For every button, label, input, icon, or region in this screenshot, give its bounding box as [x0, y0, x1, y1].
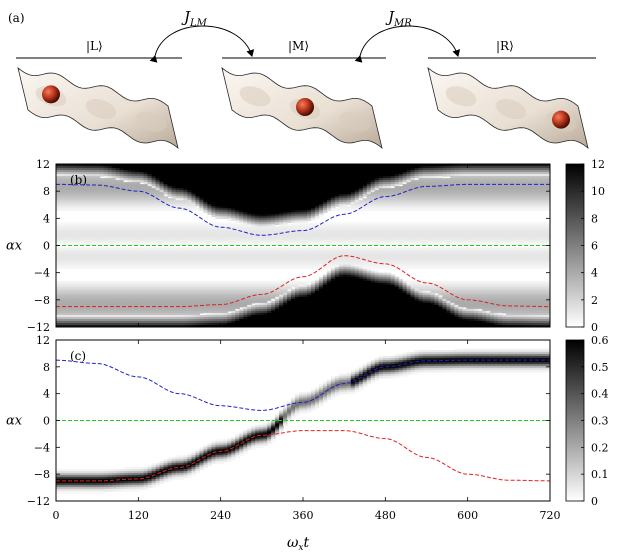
potential-surface: [427, 67, 589, 149]
y-tick-label: −4: [34, 267, 50, 280]
colorbar-tick-label: 0.2: [591, 441, 609, 454]
potential-well: [239, 86, 271, 107]
y-axis-label: αx: [6, 239, 23, 254]
coupling-label-mr: JMR: [385, 8, 412, 29]
potential-well: [445, 86, 477, 107]
particle-ball: [296, 98, 314, 116]
colorbar-tick-label: 0.4: [591, 388, 609, 401]
y-tick-label: −8: [34, 294, 50, 307]
x-tick-label: 360: [293, 509, 314, 522]
y-tick-label: 8: [43, 361, 50, 374]
colorbar-tick-label: 0.6: [591, 334, 609, 347]
y-tick-label: −12: [27, 495, 50, 508]
x-tick-label: 120: [128, 509, 149, 522]
coupling-label-lm: JLM: [181, 8, 208, 29]
y-tick-label: −4: [34, 441, 50, 454]
colorbar-tick-label: 0.5: [591, 361, 609, 374]
x-tick-label: 0: [53, 509, 60, 522]
heatmap-panel-b: 12 8 4 0 −4 −8 −12 (b) αx 12 10 8 6 4 2 0: [6, 158, 605, 334]
colorbar-tick-label: 2: [591, 294, 598, 307]
state-label-right: |R⟩: [496, 39, 514, 53]
y-tick-label: 8: [43, 185, 50, 198]
panel-label: (c): [70, 349, 86, 363]
panel-a: (a) |L⟩ |M⟩ |R⟩ JLM JMR: [8, 8, 596, 149]
red-dashed-curve: [56, 255, 550, 308]
y-tick-label: 12: [36, 334, 50, 347]
colorbar-tick-label: 0.3: [591, 415, 609, 428]
y-tick-label: 4: [43, 388, 50, 401]
colorbar-tick-label: 0: [591, 495, 598, 508]
x-tick-label: 480: [375, 509, 396, 522]
colorbar-tick-label: 10: [591, 185, 605, 198]
y-tick-label: 4: [43, 212, 50, 225]
potential-surface: [221, 67, 383, 149]
y-axis-label: αx: [6, 414, 23, 429]
colorbar-tick-label: 6: [591, 240, 598, 253]
colorbar-tick-label: 0.1: [591, 468, 609, 481]
colorbar: 12 10 8 6 4 2 0: [565, 158, 605, 334]
y-tick-label: −8: [34, 468, 50, 481]
colorbar: 0.6 0.5 0.4 0.3 0.2 0.1 0: [565, 334, 609, 508]
x-tick-label: 600: [457, 509, 478, 522]
particle-ball: [42, 85, 60, 104]
potential-well: [135, 111, 167, 132]
potential-well: [339, 111, 371, 132]
y-tick-label: 12: [36, 158, 50, 171]
state-label-left: |L⟩: [86, 39, 103, 53]
colorbar-tick-label: 12: [591, 158, 605, 171]
panel-a-label: (a): [8, 11, 25, 25]
particle-ball: [552, 110, 570, 129]
y-tick-label: 0: [43, 415, 50, 428]
x-tick-label: 720: [540, 509, 561, 522]
x-axis-label: ωxt: [287, 535, 310, 553]
potential-well: [495, 98, 527, 120]
y-tick-label: −12: [27, 321, 50, 334]
panel-label: (b): [70, 173, 87, 187]
colorbar-tick-label: 4: [591, 267, 598, 280]
coupling-arrow-mr: [354, 25, 461, 63]
y-tick-label: 0: [43, 240, 50, 253]
blue-dashed-curve: [55, 359, 550, 411]
x-tick-label: 240: [210, 509, 231, 522]
state-label-middle: |M⟩: [288, 39, 309, 53]
potential-well: [85, 98, 117, 120]
potential-surface: [17, 67, 179, 149]
colorbar-tick-label: 0: [591, 321, 598, 334]
coupling-arrow-lm: [149, 25, 255, 63]
potential-surfaces: [17, 67, 589, 149]
colorbar-tick-label: 8: [591, 212, 598, 225]
